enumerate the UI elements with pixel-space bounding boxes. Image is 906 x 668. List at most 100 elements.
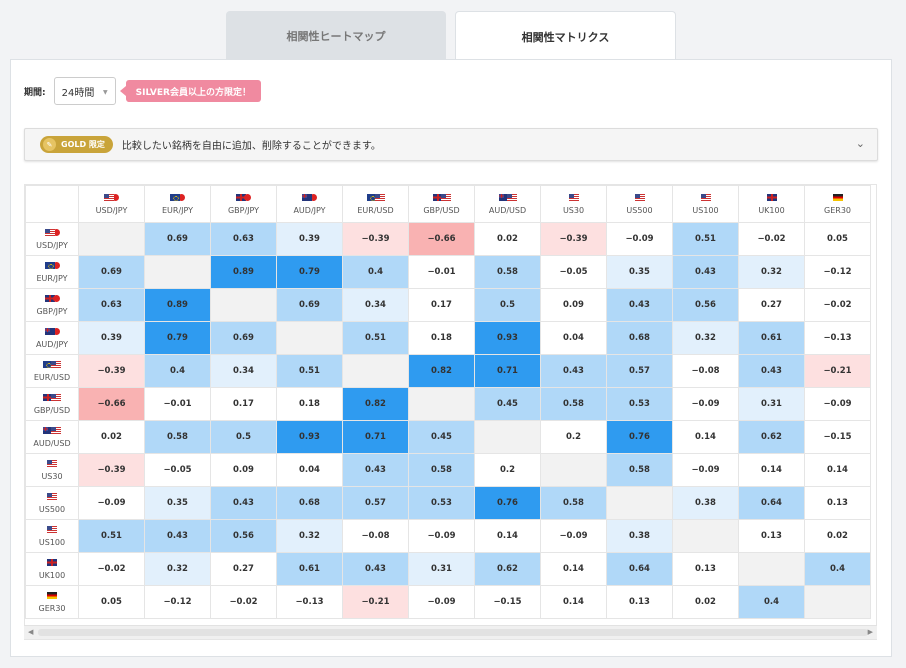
matrix-cell: −0.05 xyxy=(540,255,607,289)
matrix-cell: 0.34 xyxy=(342,288,409,322)
flag-de-icon xyxy=(832,193,843,201)
matrix-cell: 0.13 xyxy=(804,486,871,520)
chevron-down-icon[interactable]: ⌄ xyxy=(855,137,865,150)
matrix-cell: −0.13 xyxy=(276,585,343,619)
matrix-cell: 0.43 xyxy=(738,354,805,388)
matrix-cell: 0.79 xyxy=(144,321,211,355)
column-header: GER30 xyxy=(804,185,871,223)
matrix-row: UK100 −0.02 0.32 0.27 0.61 0.43 0.31 0.62 0.14 0.… xyxy=(25,552,871,586)
scroll-thumb[interactable] xyxy=(38,629,868,636)
matrix-cell: −0.12 xyxy=(804,255,871,289)
column-header: EUR/JPY xyxy=(144,185,211,223)
matrix-corner xyxy=(25,185,79,223)
flag-icon xyxy=(44,294,60,302)
flag-au-icon xyxy=(43,426,53,434)
matrix-row: EUR/USD −0.39 0.4 0.34 0.51 0.82 0.71 0.43 0.57−… xyxy=(25,354,871,388)
flag-us-icon xyxy=(440,193,451,201)
tab-heatmap[interactable]: 相関性ヒートマップ xyxy=(226,11,446,60)
flag-icon xyxy=(47,492,57,500)
matrix-cell: 0.57 xyxy=(342,486,409,520)
flag-jp-icon xyxy=(244,193,251,201)
matrix-cell: 0.13 xyxy=(606,585,673,619)
horizontal-scrollbar[interactable]: ◀ ▶ xyxy=(24,625,877,639)
row-header-label: US500 xyxy=(38,504,66,514)
matrix-cell: 0.76 xyxy=(474,486,541,520)
matrix-cell: 0.56 xyxy=(210,519,277,553)
matrix-cell: 0.79 xyxy=(276,255,343,289)
matrix-cell: −0.02 xyxy=(78,552,145,586)
matrix-cell: 0.53 xyxy=(408,486,475,520)
matrix-cell: 0.82 xyxy=(408,354,475,388)
matrix-diagonal-cell xyxy=(672,519,739,553)
matrix-cell: 0.5 xyxy=(474,288,541,322)
row-header-label: GBP/USD xyxy=(33,405,71,415)
column-header-label: EUR/JPY xyxy=(161,205,194,215)
matrix-cell: 0.32 xyxy=(738,255,805,289)
matrix-row: AUD/JPY 0.39 0.79 0.69 0.51 0.18 0.93 0.04 0.68 0… xyxy=(25,321,871,355)
matrix-cell: 0.43 xyxy=(210,486,277,520)
matrix-cell: 0.09 xyxy=(210,453,277,487)
matrix-cell: −0.21 xyxy=(342,585,409,619)
scroll-right-icon[interactable]: ▶ xyxy=(867,628,873,636)
flag-us-icon xyxy=(44,228,55,236)
matrix-cell: 0.4 xyxy=(804,552,871,586)
matrix-cell: 0.38 xyxy=(672,486,739,520)
column-header-label: AUD/JPY xyxy=(293,205,326,215)
matrix-cell: 0.89 xyxy=(144,288,211,322)
flag-gb-icon xyxy=(43,393,53,401)
row-header: GBP/JPY xyxy=(25,288,79,322)
flag-us-icon xyxy=(374,193,385,201)
column-header: US500 xyxy=(606,185,673,223)
gold-coin-icon: ✎ xyxy=(43,138,56,151)
tab-bar: 相関性ヒートマップ 相関性マトリクス xyxy=(0,0,906,61)
period-row: 期間: 24時間 ▼ SILVER会員以上の方限定！ xyxy=(24,76,261,106)
matrix-cell: 0.2 xyxy=(474,453,541,487)
row-header: US30 xyxy=(25,453,79,487)
matrix-cell: −0.08 xyxy=(342,519,409,553)
matrix-cell: 0.14 xyxy=(738,453,805,487)
matrix-cell: 0.45 xyxy=(408,420,475,454)
row-header: EUR/USD xyxy=(25,354,79,388)
matrix-cell: 0.53 xyxy=(606,387,673,421)
matrix-cell: 0.02 xyxy=(474,222,541,256)
flag-icon xyxy=(832,193,843,201)
matrix-diagonal-cell xyxy=(474,420,541,454)
period-select[interactable]: 24時間 ▼ xyxy=(53,77,116,105)
matrix-cell: −0.12 xyxy=(144,585,211,619)
column-header-label: US500 xyxy=(626,205,653,215)
flag-jp-icon xyxy=(52,261,60,269)
flag-au-icon xyxy=(302,193,312,201)
matrix-cell: −0.15 xyxy=(474,585,541,619)
matrix-cell: 0.63 xyxy=(210,222,277,256)
matrix-cell: 0.34 xyxy=(210,354,277,388)
gold-feature-bar[interactable]: ✎ GOLD 限定 比較したい銘柄を自由に追加、削除することができます。 ⌄ xyxy=(24,128,878,161)
row-header-label: USD/JPY xyxy=(36,240,68,250)
flag-icon xyxy=(766,193,777,201)
matrix-cell: 0.64 xyxy=(606,552,673,586)
matrix-cell: 0.58 xyxy=(540,387,607,421)
scroll-left-icon[interactable]: ◀ xyxy=(28,628,34,636)
flag-icon xyxy=(432,193,451,201)
matrix-cell: −0.39 xyxy=(78,354,145,388)
flag-icon xyxy=(44,327,60,335)
matrix-cell: 0.32 xyxy=(672,321,739,355)
tab-matrix[interactable]: 相関性マトリクス xyxy=(455,11,676,61)
matrix-cell: 0.68 xyxy=(276,486,343,520)
matrix-cell: 0.02 xyxy=(804,519,871,553)
matrix-cell: −0.39 xyxy=(342,222,409,256)
matrix-cell: −0.02 xyxy=(738,222,805,256)
matrix-cell: −0.66 xyxy=(408,222,475,256)
flag-au-icon xyxy=(44,327,55,335)
row-header-label: GBP/JPY xyxy=(36,306,68,316)
flag-icon xyxy=(236,193,251,201)
flag-icon xyxy=(47,525,57,533)
column-header-label: AUD/USD xyxy=(488,205,527,215)
column-header-label: US100 xyxy=(692,205,719,215)
row-header-label: GER30 xyxy=(38,603,66,613)
flag-us-icon xyxy=(51,360,61,368)
matrix-cell: 0.51 xyxy=(78,519,145,553)
matrix-cell: 0.14 xyxy=(540,552,607,586)
flag-icon xyxy=(47,459,57,467)
row-header: AUD/JPY xyxy=(25,321,79,355)
matrix-cell: 0.43 xyxy=(342,453,409,487)
